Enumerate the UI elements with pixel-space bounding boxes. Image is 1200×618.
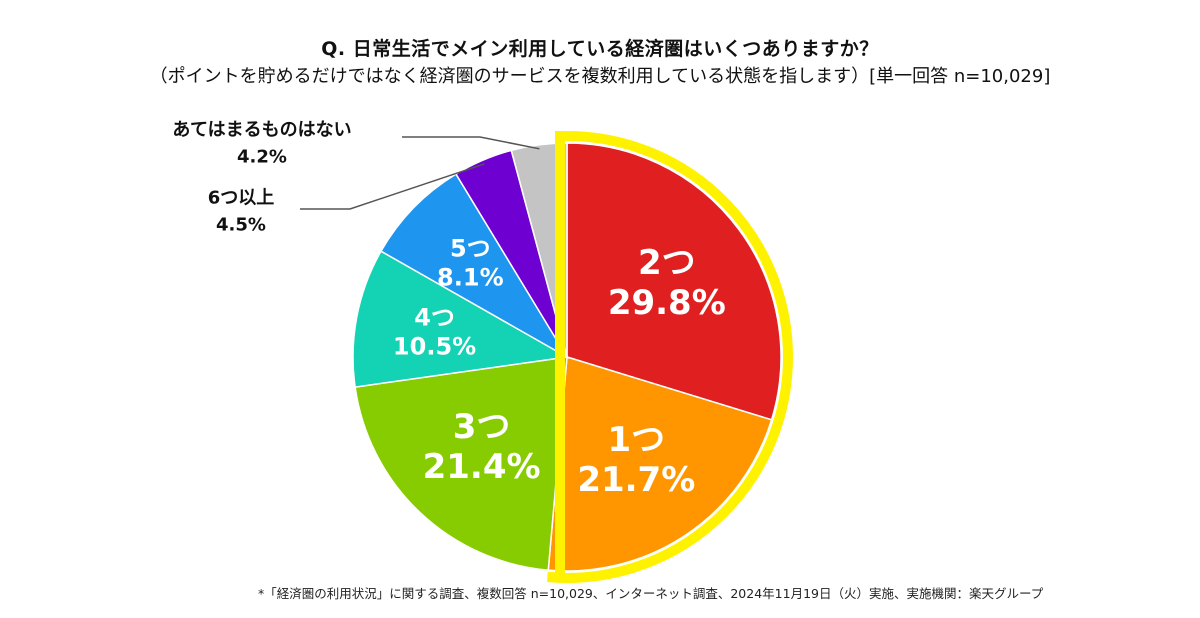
pie-slices (352, 142, 782, 572)
footnote: *「経済圏の利用状況」に関する調査、複数回答 n=10,029、インターネット調… (258, 586, 1044, 601)
leader-line-7 (402, 136, 540, 150)
pie-slice-4 (352, 250, 570, 388)
slice-value-4: 10.5% (393, 332, 476, 360)
slice-label-7: あてはまるものはない (172, 120, 351, 141)
slice-label-3: 3つ (453, 407, 511, 447)
slice-value-7: 4.2% (237, 147, 287, 168)
slice-label-5: 5つ (450, 235, 491, 263)
pie-slice-3 (354, 356, 568, 571)
leader-line-6 (300, 163, 485, 210)
slice-label-2: 1つ (607, 420, 665, 460)
pie-slice-5 (379, 173, 570, 360)
slice-value-2: 21.7% (577, 460, 695, 500)
slice-value-1: 29.8% (608, 283, 726, 323)
slice-value-5: 8.1% (437, 264, 504, 292)
pie-slice-7 (510, 142, 568, 358)
chart-title: Q. 日常生活でメイン利用している経済圏はいくつありますか？ (321, 38, 879, 60)
leader-lines (300, 136, 540, 210)
slice-label-6: 6つ以上 (208, 188, 275, 209)
slice-value-3: 21.4% (423, 447, 541, 487)
pie-slice-1 (566, 142, 782, 421)
slice-label-1: 2つ (638, 243, 696, 283)
highlight-border (547, 131, 793, 583)
chart-subtitle: （ポイントを貯めるだけではなく経済圏のサービスを複数利用している状態を指します）… (149, 66, 1051, 87)
pie-slice-2 (547, 356, 773, 572)
highlight-outline (547, 131, 793, 583)
slice-label-4: 4つ (414, 303, 455, 331)
slice-value-6: 4.5% (216, 215, 266, 236)
